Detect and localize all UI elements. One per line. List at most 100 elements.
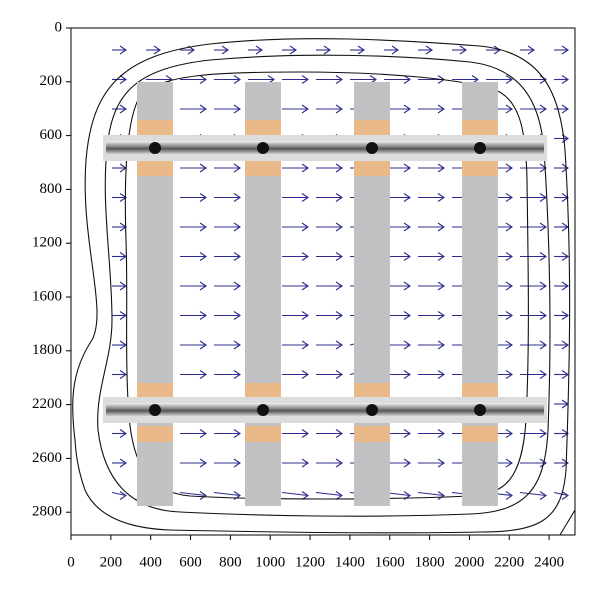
y-tick-label: 800: [40, 181, 63, 197]
arrow-head: [233, 104, 241, 114]
arrow-head: [437, 429, 445, 438]
arrow-head: [561, 370, 569, 379]
arrow-head: [437, 491, 445, 500]
arrow-head: [301, 75, 309, 84]
axes: 0 200 400 600 800 1000 1200 1400 1600 1800 2000 220…: [32, 19, 564, 570]
arrow-head: [119, 75, 127, 84]
arrow-head: [301, 193, 309, 202]
arrow-head: [255, 45, 263, 55]
arrow-head: [505, 370, 513, 379]
arrow-head: [233, 163, 241, 173]
fastener: [474, 142, 486, 154]
arrow-head: [335, 429, 343, 438]
arrow-head: [335, 281, 343, 291]
rail-pad: [137, 120, 173, 136]
rail-pad: [137, 160, 173, 176]
rail-pad: [462, 120, 498, 136]
arrow-head: [437, 222, 445, 232]
arrow-head: [301, 458, 309, 468]
rail-pad: [462, 383, 498, 397]
arrow-head: [233, 429, 241, 438]
arrow-head: [403, 104, 411, 114]
x-tick-label: 200: [100, 554, 123, 570]
arrow-head: [199, 370, 207, 379]
arrow-head: [437, 311, 445, 320]
contour-line: [559, 509, 576, 536]
arrow-head: [233, 458, 241, 468]
arrow-head: [199, 163, 207, 173]
arrow-head: [199, 429, 207, 438]
fastener: [149, 142, 161, 154]
arrow-head: [505, 340, 513, 350]
arrow-head: [199, 193, 207, 202]
arrow-head: [391, 45, 399, 55]
arrow-head: [301, 281, 309, 291]
arrow-head: [505, 491, 513, 500]
x-tick-label: 2200: [494, 554, 524, 570]
arrow-head: [437, 193, 445, 202]
arrow-head: [301, 311, 309, 320]
arrow-head: [335, 163, 343, 173]
arrow-head: [561, 252, 569, 261]
arrow-head: [119, 104, 127, 114]
arrow-head: [301, 340, 309, 350]
arrow-head: [233, 311, 241, 320]
arrow-head: [301, 252, 309, 261]
y-tick-label: 1200: [32, 235, 62, 251]
arrow-head: [505, 429, 513, 438]
arrow-head: [199, 222, 207, 232]
arrow-head: [539, 222, 547, 232]
arrow-head: [539, 340, 547, 350]
arrow-head: [539, 429, 547, 438]
rail-pad: [354, 426, 390, 442]
arrow-head: [403, 370, 411, 379]
y-tick-label: 1800: [32, 342, 62, 358]
x-tick-label: 1000: [255, 554, 285, 570]
rail-pad: [245, 120, 281, 136]
rail-pad: [462, 160, 498, 176]
arrow-head: [561, 75, 569, 84]
rail-pad: [462, 426, 498, 442]
rail-pad: [137, 383, 173, 397]
arrow-head: [425, 45, 433, 55]
x-tick-label: 1200: [295, 554, 325, 570]
arrow-head: [301, 104, 309, 114]
arrow-head: [437, 281, 445, 291]
arrow-head: [403, 75, 411, 84]
arrow-head: [233, 252, 241, 261]
arrow-head: [505, 311, 513, 320]
arrow-head: [561, 458, 569, 468]
arrow-head: [437, 458, 445, 468]
fastener: [474, 404, 486, 416]
arrow-head: [119, 340, 127, 350]
arrow-head: [301, 222, 309, 232]
arrow-head: [527, 45, 535, 55]
arrow-head: [323, 45, 331, 55]
arrow-head: [561, 311, 569, 320]
contour-line: [97, 54, 551, 517]
arrow-head: [233, 193, 241, 202]
arrow-head: [301, 429, 309, 438]
arrow-head: [505, 252, 513, 261]
arrow-head: [199, 252, 207, 261]
arrow-head: [233, 75, 241, 84]
arrow-head: [335, 193, 343, 202]
vector-field: [111, 45, 569, 500]
arrow-head: [403, 311, 411, 320]
arrow-head: [403, 193, 411, 202]
arrow-head: [199, 311, 207, 320]
x-tick-label: 0: [67, 554, 75, 570]
arrow-head: [539, 193, 547, 202]
arrow-head: [403, 340, 411, 350]
arrow-head: [233, 222, 241, 232]
y-tick-label: 0: [55, 19, 63, 35]
rail-pad: [245, 383, 281, 397]
arrow-head: [335, 370, 343, 379]
arrow-head: [119, 281, 127, 291]
x-tick-label: 2400: [534, 554, 564, 570]
arrow-head: [539, 104, 547, 114]
arrow-head: [561, 491, 569, 500]
arrow: [281, 491, 309, 497]
arrow-head: [561, 281, 569, 291]
